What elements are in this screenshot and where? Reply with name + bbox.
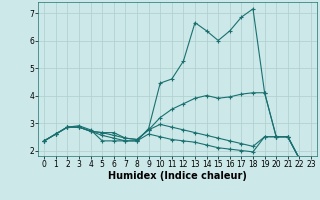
- X-axis label: Humidex (Indice chaleur): Humidex (Indice chaleur): [108, 171, 247, 181]
